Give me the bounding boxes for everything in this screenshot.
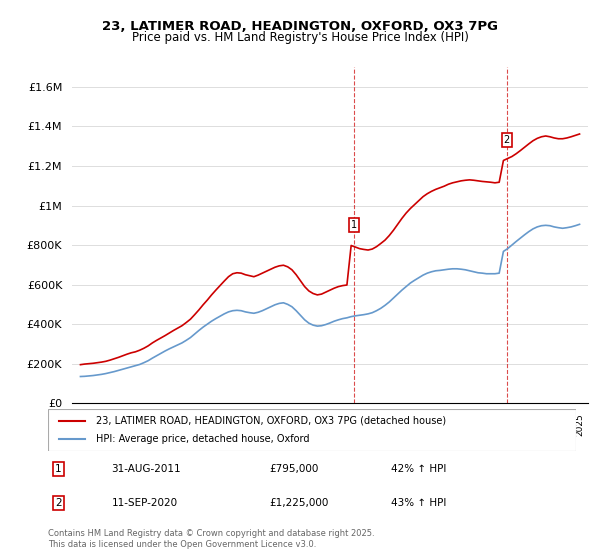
Text: 11-SEP-2020: 11-SEP-2020 xyxy=(112,498,178,507)
Text: Contains HM Land Registry data © Crown copyright and database right 2025.
This d: Contains HM Land Registry data © Crown c… xyxy=(48,529,374,549)
Text: £1,225,000: £1,225,000 xyxy=(270,498,329,507)
Text: 23, LATIMER ROAD, HEADINGTON, OXFORD, OX3 7PG (detached house): 23, LATIMER ROAD, HEADINGTON, OXFORD, OX… xyxy=(95,416,446,426)
Text: 31-AUG-2011: 31-AUG-2011 xyxy=(112,464,181,474)
Text: Price paid vs. HM Land Registry's House Price Index (HPI): Price paid vs. HM Land Registry's House … xyxy=(131,31,469,44)
Text: £795,000: £795,000 xyxy=(270,464,319,474)
Text: 1: 1 xyxy=(55,464,62,474)
Text: 23, LATIMER ROAD, HEADINGTON, OXFORD, OX3 7PG: 23, LATIMER ROAD, HEADINGTON, OXFORD, OX… xyxy=(102,20,498,32)
Text: 2: 2 xyxy=(55,498,62,507)
Text: HPI: Average price, detached house, Oxford: HPI: Average price, detached house, Oxfo… xyxy=(95,434,309,444)
Text: 42% ↑ HPI: 42% ↑ HPI xyxy=(391,464,446,474)
FancyBboxPatch shape xyxy=(48,409,576,451)
Text: 43% ↑ HPI: 43% ↑ HPI xyxy=(391,498,446,507)
Text: 2: 2 xyxy=(503,136,510,145)
Text: 1: 1 xyxy=(351,220,357,230)
